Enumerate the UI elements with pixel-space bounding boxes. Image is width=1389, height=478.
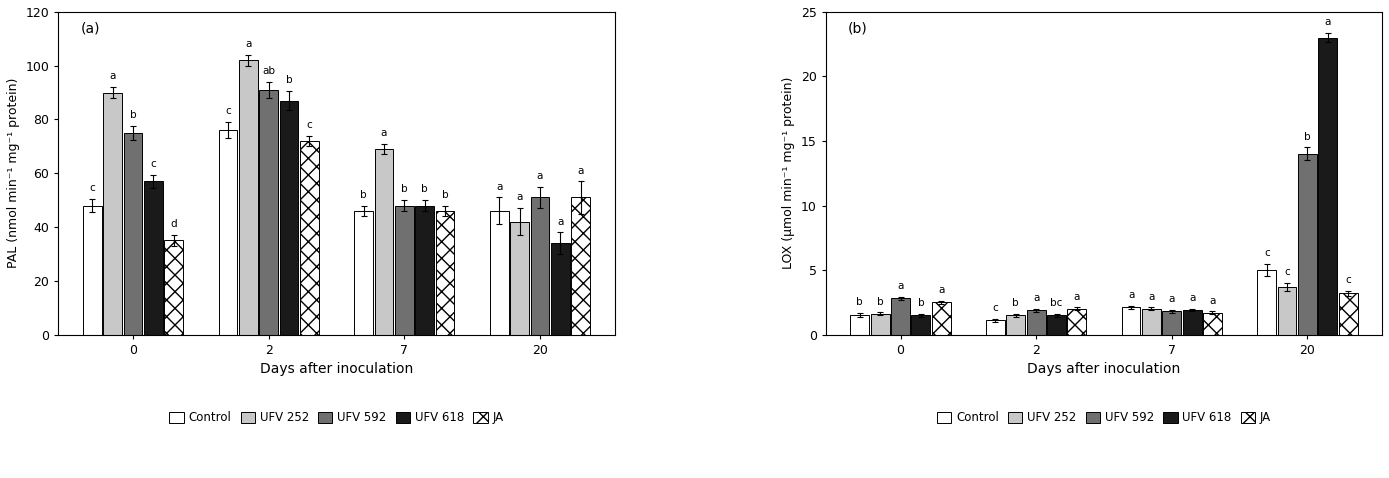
Text: c: c [1264, 249, 1270, 259]
Bar [986, 320, 1004, 335]
Text: b: b [401, 185, 407, 195]
Bar [490, 211, 508, 335]
Bar [164, 240, 183, 335]
Text: a: a [897, 281, 904, 291]
Bar [218, 130, 238, 335]
Bar [571, 197, 590, 335]
Text: a: a [496, 182, 503, 192]
Bar [436, 211, 454, 335]
Bar [1257, 270, 1276, 335]
Bar [1318, 38, 1338, 335]
Bar [510, 222, 529, 335]
Text: c: c [307, 120, 313, 130]
Bar [260, 90, 278, 335]
Text: a: a [1168, 294, 1175, 304]
Text: d: d [171, 219, 176, 229]
Text: a: a [110, 71, 115, 81]
Text: a: a [557, 217, 564, 227]
Bar [354, 211, 374, 335]
Text: b: b [918, 298, 924, 308]
Text: b: b [360, 190, 367, 200]
Text: a: a [1189, 293, 1196, 303]
Text: c: c [1346, 275, 1351, 285]
Text: b: b [857, 297, 863, 307]
Bar [1203, 313, 1222, 335]
Bar [1183, 310, 1201, 335]
Y-axis label: LOX (μmol min⁻¹ mg⁻¹ protein): LOX (μmol min⁻¹ mg⁻¹ protein) [782, 77, 796, 270]
Bar [911, 315, 931, 335]
Text: bc: bc [1050, 298, 1063, 308]
Bar [83, 206, 101, 335]
Bar [1299, 154, 1317, 335]
Bar [551, 243, 569, 335]
Text: a: a [1210, 295, 1215, 305]
Bar [124, 133, 142, 335]
Text: a: a [381, 128, 388, 138]
Bar [871, 314, 889, 335]
Text: b: b [442, 190, 449, 200]
Text: b: b [876, 296, 883, 306]
Text: b: b [421, 185, 428, 195]
Bar [531, 197, 549, 335]
Text: c: c [993, 304, 999, 313]
Text: a: a [244, 39, 251, 49]
Legend: Control, UFV 252, UFV 592, UFV 618, JA: Control, UFV 252, UFV 592, UFV 618, JA [938, 412, 1271, 424]
Text: b: b [1304, 131, 1311, 141]
Y-axis label: PAL (nmol min⁻¹ mg⁻¹ protein): PAL (nmol min⁻¹ mg⁻¹ protein) [7, 78, 19, 269]
X-axis label: Days after inoculation: Days after inoculation [1028, 362, 1181, 376]
Bar [239, 60, 258, 335]
Text: a: a [1128, 291, 1135, 300]
Text: c: c [89, 183, 96, 193]
Bar [375, 149, 393, 335]
Text: a: a [578, 165, 583, 175]
Bar [1026, 310, 1046, 335]
Text: a: a [938, 285, 945, 295]
Text: b: b [1013, 298, 1020, 308]
Bar [1278, 287, 1296, 335]
Bar [1122, 307, 1140, 335]
Bar [1007, 315, 1025, 335]
Bar [144, 181, 163, 335]
Text: a: a [1149, 292, 1154, 302]
Text: (b): (b) [849, 22, 868, 36]
Bar [300, 141, 318, 335]
Bar [394, 206, 414, 335]
Text: b: b [286, 76, 292, 86]
Bar [892, 298, 910, 335]
Bar [850, 315, 870, 335]
Bar [103, 93, 122, 335]
Bar [279, 101, 299, 335]
Text: a: a [1325, 17, 1331, 27]
Bar [1047, 315, 1065, 335]
X-axis label: Days after inoculation: Days after inoculation [260, 362, 413, 376]
Text: b: b [129, 110, 136, 120]
Bar [1068, 309, 1086, 335]
Text: a: a [1033, 293, 1039, 303]
Text: a: a [517, 193, 522, 202]
Legend: Control, UFV 252, UFV 592, UFV 618, JA: Control, UFV 252, UFV 592, UFV 618, JA [169, 412, 503, 424]
Bar [1163, 311, 1181, 335]
Bar [1142, 309, 1161, 335]
Text: ab: ab [263, 66, 275, 76]
Bar [932, 302, 950, 335]
Bar [415, 206, 433, 335]
Bar [1339, 293, 1357, 335]
Text: c: c [1285, 267, 1290, 277]
Text: c: c [150, 159, 156, 169]
Text: a: a [536, 171, 543, 181]
Text: (a): (a) [81, 22, 100, 36]
Text: a: a [1074, 292, 1081, 302]
Text: c: c [225, 107, 231, 116]
